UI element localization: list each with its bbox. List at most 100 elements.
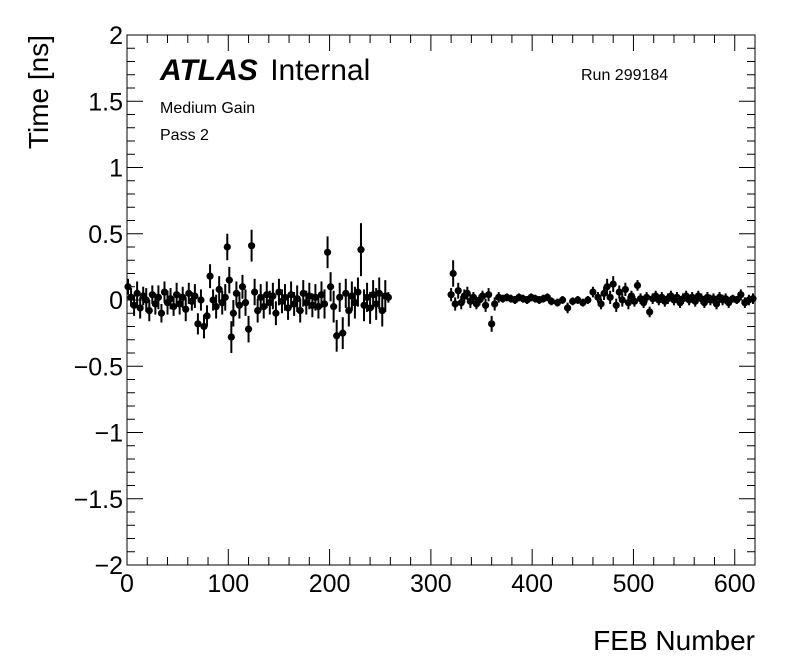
- data-marker: [375, 289, 383, 297]
- data-point: [336, 282, 344, 312]
- data-marker: [257, 293, 265, 301]
- data-marker: [336, 293, 344, 301]
- data-point: [463, 286, 471, 300]
- data-marker: [251, 288, 259, 296]
- data-point: [594, 292, 602, 303]
- data-point: [320, 289, 329, 319]
- data-marker: [326, 283, 335, 291]
- data-marker: [263, 291, 271, 299]
- data-point: [227, 321, 235, 353]
- data-marker: [296, 307, 304, 315]
- data-point: [229, 300, 237, 327]
- data-point: [600, 286, 608, 300]
- data-marker: [235, 301, 244, 309]
- data-point: [333, 319, 341, 352]
- data-point: [160, 281, 169, 303]
- data-marker: [148, 291, 156, 299]
- data-marker: [272, 309, 280, 317]
- data-point: [124, 278, 132, 295]
- data-marker: [182, 305, 190, 313]
- data-marker: [225, 276, 233, 284]
- data-marker: [145, 307, 153, 315]
- data-point: [603, 278, 611, 295]
- data-marker: [166, 295, 175, 303]
- data-marker: [369, 291, 377, 299]
- data-marker: [749, 295, 757, 303]
- data-marker: [320, 300, 329, 308]
- y-tick-label: −2: [94, 552, 123, 580]
- data-marker: [218, 299, 226, 307]
- data-marker: [169, 303, 178, 311]
- data-point: [547, 297, 556, 306]
- data-point: [293, 285, 301, 312]
- data-marker: [206, 272, 214, 280]
- data-point: [148, 285, 156, 304]
- data-marker: [308, 301, 316, 309]
- data-point: [326, 272, 335, 302]
- data-point: [606, 290, 614, 304]
- data-marker: [345, 307, 353, 315]
- data-marker: [603, 283, 611, 291]
- data-point: [618, 293, 626, 307]
- data-marker: [451, 300, 459, 308]
- data-marker: [348, 292, 356, 300]
- data-marker: [360, 301, 368, 309]
- x-tick-label: 0: [120, 570, 134, 598]
- data-marker: [203, 312, 211, 320]
- data-point: [449, 260, 457, 287]
- data-point: [733, 296, 741, 304]
- data-marker: [221, 293, 229, 301]
- data-marker: [238, 283, 247, 291]
- data-marker: [160, 288, 169, 296]
- data-point: [615, 285, 623, 299]
- data-marker: [454, 287, 462, 295]
- data-marker: [463, 289, 471, 297]
- data-point: [366, 292, 374, 324]
- data-point: [157, 303, 166, 323]
- data-marker: [124, 283, 132, 291]
- data-point: [154, 285, 162, 310]
- data-marker: [200, 322, 208, 331]
- data-marker: [564, 304, 572, 312]
- data-marker: [488, 320, 496, 328]
- data-point: [378, 294, 386, 327]
- data-point: [215, 276, 223, 303]
- data-point: [564, 302, 572, 314]
- data-marker: [618, 296, 626, 304]
- data-point: [469, 292, 478, 303]
- x-tick-label: 100: [207, 570, 249, 598]
- data-point: [330, 290, 338, 323]
- data-marker: [673, 293, 681, 301]
- data-point: [223, 233, 231, 261]
- data-point: [284, 296, 292, 320]
- data-marker: [127, 293, 135, 301]
- data-marker: [485, 291, 493, 299]
- y-tick-label: 1: [109, 155, 123, 183]
- data-marker: [260, 303, 268, 311]
- data-point: [206, 264, 214, 289]
- data-marker: [302, 299, 310, 307]
- data-marker: [154, 293, 162, 301]
- data-point: [360, 289, 368, 322]
- data-point: [323, 236, 332, 269]
- data-marker: [287, 291, 295, 299]
- data-marker: [330, 303, 338, 311]
- data-marker: [639, 299, 648, 307]
- data-marker: [188, 297, 196, 305]
- data-point: [597, 298, 605, 310]
- x-tick-label: 400: [511, 570, 553, 598]
- data-marker: [191, 292, 199, 300]
- data-point: [712, 298, 721, 310]
- data-point: [357, 223, 365, 277]
- x-tick-label: 200: [309, 570, 351, 598]
- data-marker: [173, 291, 181, 299]
- x-tick-label: 600: [714, 570, 756, 598]
- data-points: [124, 223, 757, 353]
- data-marker: [709, 295, 718, 303]
- data-marker: [372, 300, 380, 308]
- data-marker: [157, 309, 166, 317]
- data-point: [589, 286, 597, 298]
- data-point: [749, 293, 757, 304]
- data-marker: [151, 300, 159, 308]
- data-marker: [615, 288, 623, 296]
